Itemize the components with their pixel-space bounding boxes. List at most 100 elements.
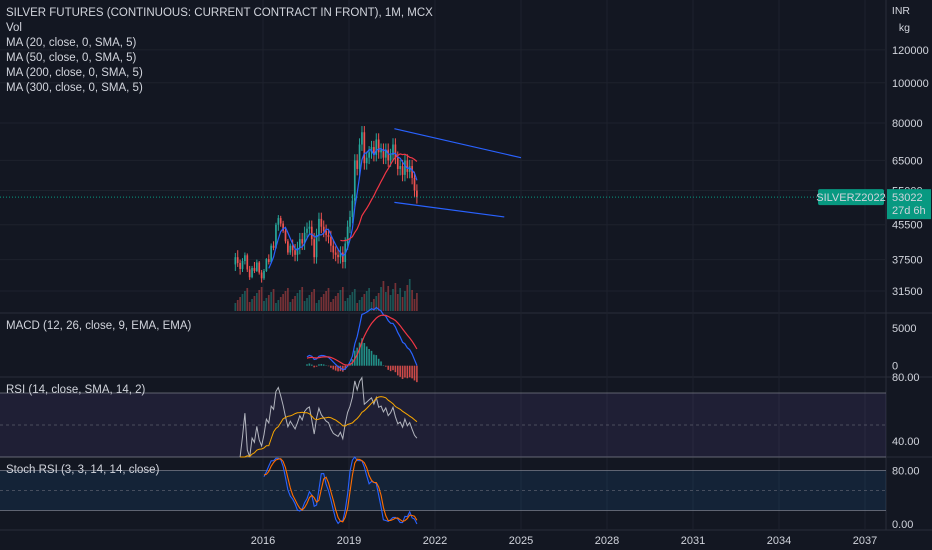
stoch-rsi-label[interactable]: Stoch RSI (3, 3, 14, 14, close) <box>6 464 160 476</box>
macd-histogram-bar <box>387 365 390 370</box>
macd-histogram-bar <box>370 350 373 366</box>
time-tick-label: 2019 <box>337 535 361 547</box>
candle-body <box>384 149 387 158</box>
price-tick-label: 31500 <box>892 286 923 298</box>
last-price-tag-bg <box>887 189 931 220</box>
volume-bar <box>349 295 351 311</box>
volume-bar <box>411 290 413 311</box>
price-unit-weight: kg <box>898 22 910 34</box>
macd-histogram-bar <box>344 365 347 370</box>
candle-body <box>313 239 316 258</box>
symbol-tag-bg <box>818 189 884 206</box>
time-tick-label: 2022 <box>423 535 447 547</box>
macd-histogram-bar <box>368 349 370 366</box>
price-tick-label: 37500 <box>892 255 923 267</box>
candle-body <box>291 245 294 251</box>
volume-bar <box>370 302 373 311</box>
volume-bar <box>255 293 258 311</box>
study-ma-300[interactable]: MA (300, close, 0, SMA, 5) <box>6 82 143 94</box>
candle-body <box>368 152 370 158</box>
candle-body <box>265 259 268 271</box>
last-price-label: 53022 <box>892 192 923 204</box>
study-ma-50[interactable]: MA (50, close, 0, SMA, 5) <box>6 52 137 64</box>
candle-body <box>236 257 239 263</box>
volume-bar <box>298 290 301 311</box>
study-ma-20[interactable]: MA (20, close, 0, SMA, 5) <box>6 37 137 49</box>
candle-body <box>301 239 304 244</box>
volume-bar <box>401 297 404 311</box>
time-tick-label: 2034 <box>767 535 791 547</box>
macd-histogram-bar <box>385 365 387 367</box>
candle-body <box>337 254 339 258</box>
volume-bar <box>284 291 287 311</box>
candle-body <box>356 160 359 169</box>
macd-histogram-bar <box>306 364 308 366</box>
macd-histogram-bar <box>315 365 318 367</box>
study-vol[interactable]: Vol <box>6 22 22 34</box>
macd-histogram-bar <box>411 365 413 379</box>
candle-body <box>267 259 270 262</box>
candle-body <box>255 262 258 271</box>
volume-bar <box>413 299 416 311</box>
symbol-title[interactable]: SILVER FUTURES (CONTINUOUS: CURRENT CONT… <box>6 7 433 19</box>
ma-fast-line <box>268 147 418 269</box>
stoch-d-line <box>263 458 418 523</box>
candle-body <box>294 250 296 255</box>
volume-bar <box>282 294 284 311</box>
volume-bar <box>303 301 306 311</box>
macd-histogram-bar <box>399 365 401 377</box>
bar-countdown: 27d 6h <box>892 205 926 217</box>
volume-bar <box>236 300 239 311</box>
macd-line <box>306 306 418 371</box>
macd-histogram-bar <box>392 365 394 371</box>
candle-body <box>387 149 390 161</box>
candle-body <box>284 230 287 242</box>
candle-body <box>389 154 392 161</box>
macd-histogram-bar <box>318 364 320 366</box>
candle-body <box>332 245 335 253</box>
volume-bar <box>239 297 241 311</box>
candle-body <box>246 255 249 270</box>
macd-histogram-bar <box>401 365 404 379</box>
volume-bar <box>339 290 342 311</box>
volume-bar <box>246 288 249 311</box>
candle-body <box>341 252 344 262</box>
volume-bar <box>363 294 366 311</box>
time-tick-label: 2037 <box>853 535 877 547</box>
ma-slow-line <box>340 153 418 242</box>
macd-histogram-bar <box>396 365 399 376</box>
volume-bar <box>265 298 268 311</box>
study-ma-200[interactable]: MA (200, close, 0, SMA, 5) <box>6 67 143 79</box>
volume-bar <box>248 302 251 311</box>
volume-bar <box>253 296 256 311</box>
candle-body <box>408 166 411 172</box>
macd-histogram-bar <box>320 363 323 366</box>
volume-bar <box>275 303 277 311</box>
volume-bar <box>241 294 244 311</box>
rsi-label[interactable]: RSI (14, close, SMA, 14, 2) <box>6 384 146 396</box>
volume-bar <box>306 298 308 311</box>
candle-body <box>339 252 342 258</box>
volume-bar <box>399 288 402 311</box>
price-tick-label: 100000 <box>892 78 929 90</box>
macd-histogram-bar <box>313 365 315 368</box>
volume-bar <box>291 299 294 311</box>
candle-body <box>251 267 253 278</box>
stoch-tick-label: 80.00 <box>892 465 920 477</box>
candle-body <box>351 200 354 217</box>
macd-histogram-bar <box>404 365 406 378</box>
price-tick-label: 120000 <box>892 45 929 57</box>
volume-bar <box>404 291 406 311</box>
volume-bar <box>330 302 332 311</box>
macd-label[interactable]: MACD (12, 26, close, 9, EMA, EMA) <box>6 320 192 332</box>
volume-bar <box>313 289 316 311</box>
volume-bar <box>320 297 323 311</box>
volume-bar <box>322 294 325 311</box>
macd-histogram-bar <box>361 338 363 366</box>
time-tick-label: 2025 <box>509 535 533 547</box>
candle-body <box>361 132 363 145</box>
candle-body <box>392 144 394 155</box>
volume-bar <box>406 285 409 311</box>
macd-histogram-bar <box>337 365 339 372</box>
